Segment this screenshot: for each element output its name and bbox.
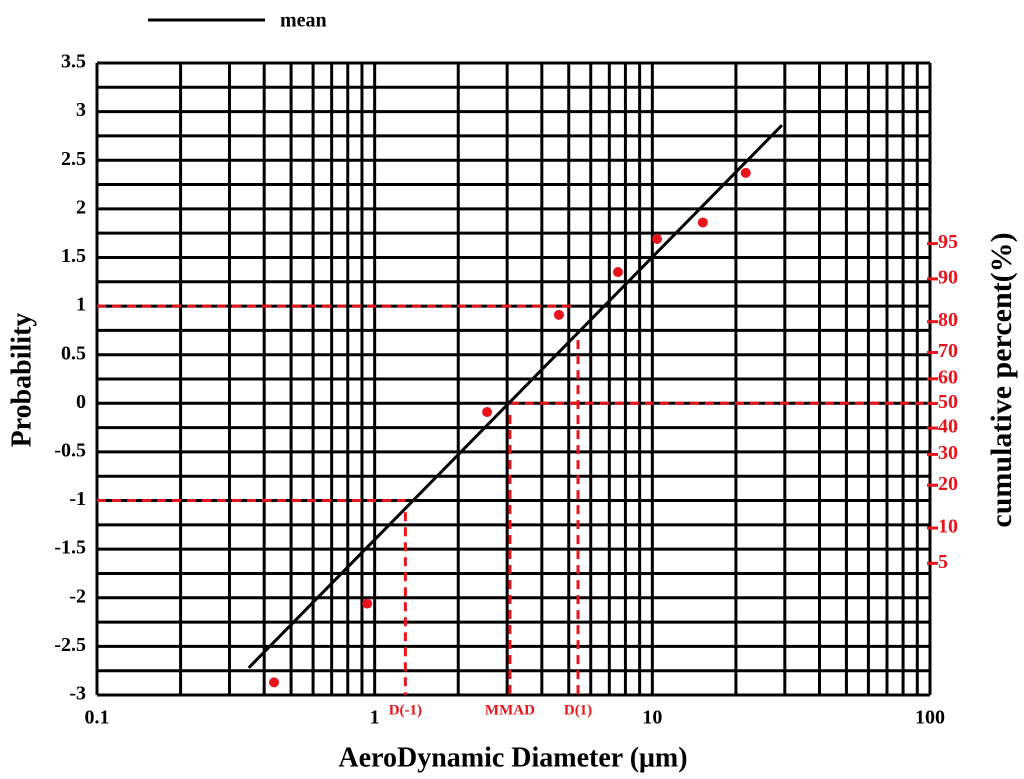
- y-tick-label: 2.5: [61, 148, 86, 170]
- legend-label: mean: [280, 10, 327, 32]
- y2-tick-label: 40: [938, 416, 958, 438]
- annotation: D(-1): [389, 702, 422, 718]
- data-point: [482, 407, 493, 418]
- data-point: [553, 309, 564, 320]
- y-tick-label: -3: [69, 683, 86, 705]
- y2-tick-label: 50: [938, 391, 958, 413]
- x-tick-label: 0.1: [85, 707, 110, 729]
- y-tick-label: 1: [76, 294, 86, 316]
- x-tick-label: 100: [915, 707, 945, 729]
- data-point: [697, 217, 708, 228]
- y2-tick-label: 10: [938, 516, 958, 538]
- x-tick-label: 1: [370, 707, 380, 729]
- data-point: [362, 598, 373, 609]
- y-tick-label: -1.5: [54, 537, 86, 559]
- data-point: [740, 167, 751, 178]
- y2-axis-label: cumulative percent(%): [985, 232, 1018, 527]
- y2-tick-label: 70: [938, 340, 958, 362]
- y-axis-label: Probability: [6, 313, 37, 448]
- y-tick-label: 0: [76, 391, 86, 413]
- x-axis-label: AeroDynamic Diameter (μm): [338, 742, 687, 773]
- y-tick-label: -0.5: [54, 440, 86, 462]
- y-tick-label: 2: [76, 196, 86, 218]
- annotation: D(1): [564, 702, 592, 718]
- mean-line: [247, 124, 784, 669]
- x-tick-label: 10: [642, 707, 662, 729]
- y-tick-label: 1.5: [61, 245, 86, 267]
- data-point: [269, 677, 280, 688]
- y2-tick-label: 80: [938, 309, 958, 331]
- y-tick-label: -2: [69, 585, 86, 607]
- y2-tick-label: 90: [938, 266, 958, 288]
- y2-tick-label: 95: [938, 231, 958, 253]
- data-point: [612, 267, 623, 278]
- data-point: [652, 233, 663, 244]
- y-tick-label: -1: [69, 488, 86, 510]
- y-tick-label: 3.5: [61, 51, 86, 73]
- y-tick-label: 0.5: [61, 342, 86, 364]
- y2-tick-label: 60: [938, 366, 958, 388]
- y2-tick-label: 5: [938, 551, 948, 573]
- y2-tick-label: 20: [938, 473, 958, 495]
- annotation: MMAD: [485, 702, 535, 718]
- y-tick-label: -2.5: [54, 634, 86, 656]
- y2-tick-label: 30: [938, 442, 958, 464]
- y-tick-label: 3: [76, 99, 86, 121]
